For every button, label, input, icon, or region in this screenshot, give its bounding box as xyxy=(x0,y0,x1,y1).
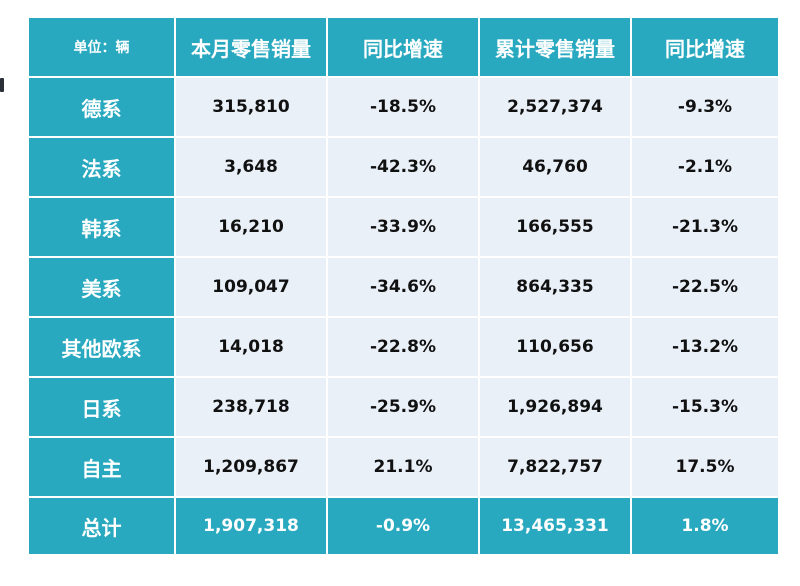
table-cell: -22.8% xyxy=(328,318,478,376)
total-cell: 1,907,318 xyxy=(176,498,326,554)
table-cell: -18.5% xyxy=(328,78,478,136)
table-cell: 17.5% xyxy=(632,438,778,496)
header-monthly-yoy: 同比增速 xyxy=(328,18,478,76)
table-cell: 3,648 xyxy=(176,138,326,196)
row-label: 自主 xyxy=(29,438,174,496)
table-cell: 110,656 xyxy=(480,318,630,376)
table-cell: 21.1% xyxy=(328,438,478,496)
total-cell: -0.9% xyxy=(328,498,478,554)
table-cell: 166,555 xyxy=(480,198,630,256)
table-cell: -9.3% xyxy=(632,78,778,136)
table-cell: 1,209,867 xyxy=(176,438,326,496)
table-cell: -42.3% xyxy=(328,138,478,196)
table-cell: -15.3% xyxy=(632,378,778,436)
unit-label: 单位：辆 xyxy=(29,18,174,76)
total-cell: 13,465,331 xyxy=(480,498,630,554)
edge-artifact xyxy=(0,78,4,92)
table-cell: -22.5% xyxy=(632,258,778,316)
table-cell: -33.9% xyxy=(328,198,478,256)
row-label: 韩系 xyxy=(29,198,174,256)
table-cell: -25.9% xyxy=(328,378,478,436)
row-label: 美系 xyxy=(29,258,174,316)
header-monthly-sales: 本月零售销量 xyxy=(176,18,326,76)
row-label: 德系 xyxy=(29,78,174,136)
table-cell: 7,822,757 xyxy=(480,438,630,496)
table-cell: -13.2% xyxy=(632,318,778,376)
table-cell: 864,335 xyxy=(480,258,630,316)
table-cell: 14,018 xyxy=(176,318,326,376)
header-cumulative-yoy: 同比增速 xyxy=(632,18,778,76)
row-label: 其他欧系 xyxy=(29,318,174,376)
header-cumulative-sales: 累计零售销量 xyxy=(480,18,630,76)
table-cell: 238,718 xyxy=(176,378,326,436)
sales-table: 单位：辆 本月零售销量 同比增速 累计零售销量 同比增速 德系 315,810 … xyxy=(29,18,778,558)
row-label: 法系 xyxy=(29,138,174,196)
row-label: 日系 xyxy=(29,378,174,436)
table-cell: 109,047 xyxy=(176,258,326,316)
total-cell: 1.8% xyxy=(632,498,778,554)
table-cell: 315,810 xyxy=(176,78,326,136)
table-cell: 1,926,894 xyxy=(480,378,630,436)
total-label: 总计 xyxy=(29,498,174,554)
table-cell: -21.3% xyxy=(632,198,778,256)
table-cell: -34.6% xyxy=(328,258,478,316)
table-cell: 2,527,374 xyxy=(480,78,630,136)
table-cell: 46,760 xyxy=(480,138,630,196)
table-cell: -2.1% xyxy=(632,138,778,196)
table-cell: 16,210 xyxy=(176,198,326,256)
